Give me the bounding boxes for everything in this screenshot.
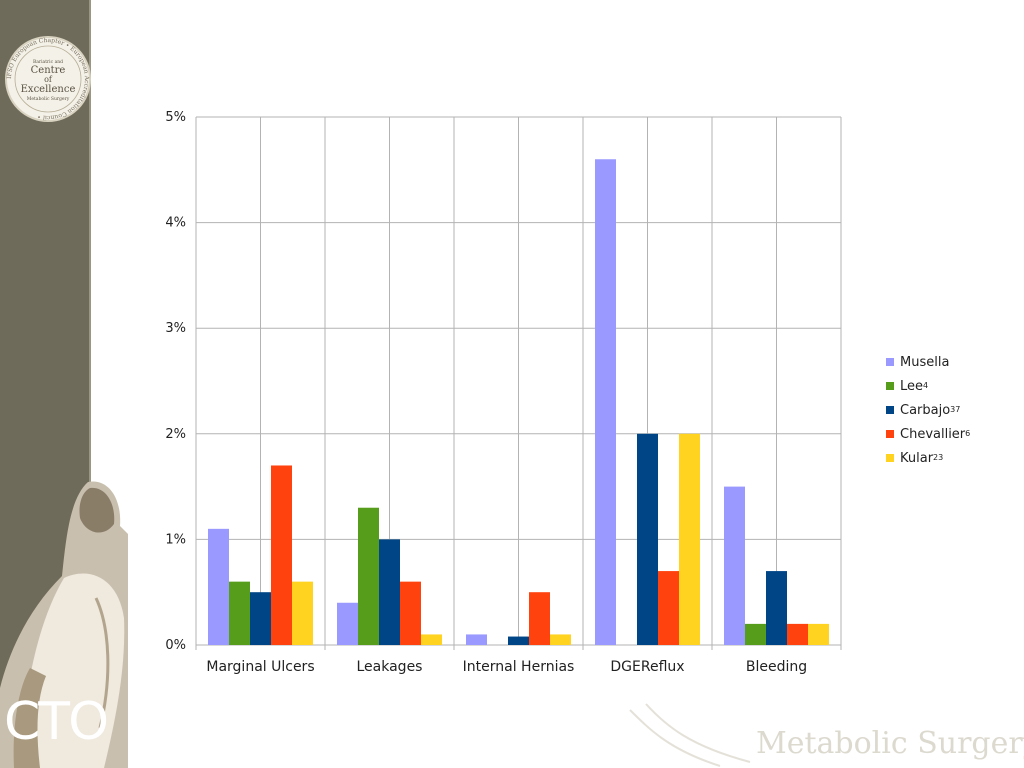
- bar-lee-leakages: [358, 507, 379, 645]
- bar-kular-internal-hernias: [550, 634, 571, 645]
- watermark-seal-fragment: [629, 703, 751, 767]
- y-axis-ticks: 0% 1% 2% 3% 4% 5%: [165, 110, 186, 653]
- bar-musella-dgereflux: [595, 159, 616, 646]
- legend-item-musella: Musella: [886, 350, 1006, 374]
- legend-swatch: [886, 358, 894, 366]
- bar-chevallier-dgereflux: [658, 571, 679, 645]
- legend-label: Chevallier: [900, 426, 966, 442]
- y-tick-label: 3%: [165, 321, 186, 336]
- sidebar-edge: [89, 0, 91, 768]
- cto-logo: CTO: [4, 692, 109, 752]
- legend-swatch: [886, 454, 894, 462]
- bar-chevallier-leakages: [400, 581, 421, 645]
- bar-kular-dgereflux: [679, 433, 700, 645]
- bar-musella-internal-hernias: [466, 634, 487, 645]
- legend-item-carbajo: Carbajo 37: [886, 398, 1006, 422]
- legend-item-lee: Lee 4: [886, 374, 1006, 398]
- legend-item-kular: Kular 23: [886, 446, 1006, 470]
- bar-carbajo-marginal-ulcers: [250, 592, 271, 645]
- y-tick-label: 2%: [165, 427, 186, 442]
- legend-label: Musella: [900, 354, 950, 370]
- legend-item-chevallier: Chevallier 6: [886, 422, 1006, 446]
- bar-kular-leakages: [421, 634, 442, 645]
- x-category-label: Leakages: [357, 659, 423, 675]
- x-category-label: Marginal Ulcers: [206, 659, 314, 675]
- y-tick-label: 1%: [165, 532, 186, 547]
- bar-chevallier-bleeding: [787, 623, 808, 645]
- watermark-text: Metabolic Surgery: [756, 726, 1024, 761]
- x-axis-categories: Marginal Ulcers Leakages Internal Hernias D…: [206, 659, 807, 675]
- bar-carbajo-internal-hernias: [508, 636, 529, 645]
- bar-carbajo-bleeding: [766, 571, 787, 645]
- bar-kular-bleeding: [808, 623, 829, 645]
- legend-label: Carbajo: [900, 402, 951, 418]
- seal-line-5: Metabolic Surgery: [27, 96, 70, 102]
- bar-lee-bleeding: [745, 623, 766, 645]
- bar-musella-marginal-ulcers: [208, 528, 229, 645]
- bar-chevallier-internal-hernias: [529, 592, 550, 645]
- x-category-label: Internal Hernias: [463, 659, 575, 675]
- legend-label: Lee: [900, 378, 924, 394]
- bar-kular-marginal-ulcers: [292, 581, 313, 645]
- seal-line-1: Bariatric and: [33, 59, 63, 65]
- y-tick-label: 4%: [165, 216, 186, 231]
- legend-swatch: [886, 382, 894, 390]
- chart-bars: [208, 159, 829, 646]
- centre-of-excellence-seal: IFSO European Chapter • European Accredi…: [5, 36, 91, 122]
- bar-musella-bleeding: [724, 486, 745, 645]
- legend-swatch: [886, 430, 894, 438]
- bar-carbajo-dgereflux: [637, 433, 658, 645]
- bar-chevallier-marginal-ulcers: [271, 465, 292, 645]
- sculpture-figure-image: [0, 481, 128, 768]
- seal-line-2: Centre: [31, 65, 66, 76]
- x-category-label: Bleeding: [746, 659, 807, 675]
- y-tick-label: 0%: [165, 638, 186, 653]
- legend-swatch: [886, 406, 894, 414]
- x-category-label: DGEReflux: [610, 659, 684, 675]
- bar-carbajo-leakages: [379, 539, 400, 645]
- seal-line-4: Excellence: [21, 84, 76, 95]
- legend-label: Kular: [900, 450, 934, 466]
- bar-lee-marginal-ulcers: [229, 581, 250, 645]
- bar-musella-leakages: [337, 602, 358, 645]
- y-tick-label: 5%: [165, 110, 186, 125]
- seal-line-3: of: [44, 75, 53, 84]
- chart-legend: Musella Lee 4 Carbajo 37 Chevallier 6 Kular 23: [886, 350, 1006, 470]
